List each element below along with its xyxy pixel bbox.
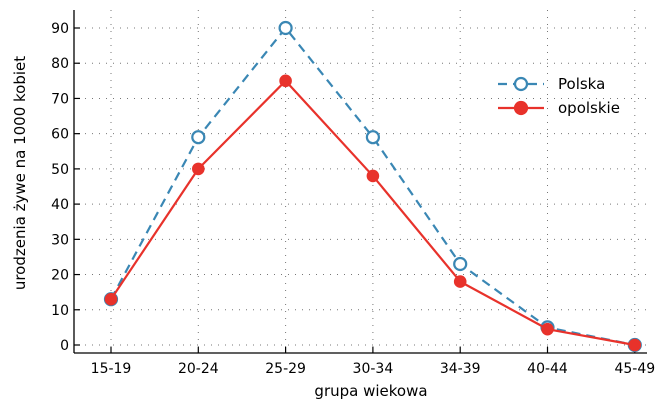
data-point-opolskie: [541, 322, 554, 336]
legend-marker-opolskie: [513, 100, 529, 116]
legend: Polska opolskie: [498, 75, 620, 117]
y-tick-label: 90: [51, 21, 69, 37]
legend-label: Polska: [558, 75, 605, 93]
x-axis-ticks: 15-19 20-24 25-29 30-34 34-39 40-44 45-49: [91, 347, 655, 377]
data-point-polska: [191, 130, 206, 145]
x-tick-label: 30-34: [353, 361, 394, 377]
y-axis-ticks: 0 10 20 30 40 50 60 70 80 90: [51, 21, 80, 354]
x-tick-label: 40-44: [527, 361, 568, 377]
y-tick-label: 80: [51, 56, 69, 72]
series-layer: [103, 20, 642, 353]
y-tick-label: 10: [51, 303, 69, 319]
y-tick-label: 70: [51, 91, 69, 107]
x-tick-label: 20-24: [178, 361, 219, 377]
data-point-opolskie: [628, 338, 642, 352]
x-tick-label: 34-39: [440, 361, 481, 377]
legend-label: opolskie: [558, 99, 620, 117]
grid: [78, 10, 647, 349]
y-axis-label: urodzenia żywe na 1000 kobiet: [11, 56, 29, 290]
data-point-opolskie: [366, 169, 380, 183]
y-tick-label: 30: [51, 232, 69, 248]
x-tick-label: 25-29: [265, 361, 306, 377]
x-axis-label: grupa wiekowa: [314, 382, 427, 400]
data-point-opolskie: [104, 292, 118, 306]
data-point-polska: [365, 130, 380, 145]
legend-marker-polska: [513, 76, 529, 92]
y-tick-label: 60: [51, 127, 69, 143]
data-point-opolskie: [192, 162, 205, 176]
data-point-opolskie: [453, 275, 467, 288]
y-tick-label: 20: [51, 268, 69, 284]
x-tick-label: 15-19: [91, 361, 132, 377]
x-tick-label: 45-49: [614, 361, 655, 377]
series-line-opolskie: [110, 79, 635, 347]
data-point-polska: [453, 256, 468, 272]
data-point-polska: [278, 20, 293, 36]
data-point-opolskie: [279, 74, 292, 88]
y-tick-label: 50: [51, 162, 69, 178]
y-tick-label: 40: [51, 197, 69, 213]
axes: [73, 10, 647, 354]
y-tick-label: 0: [60, 338, 69, 354]
